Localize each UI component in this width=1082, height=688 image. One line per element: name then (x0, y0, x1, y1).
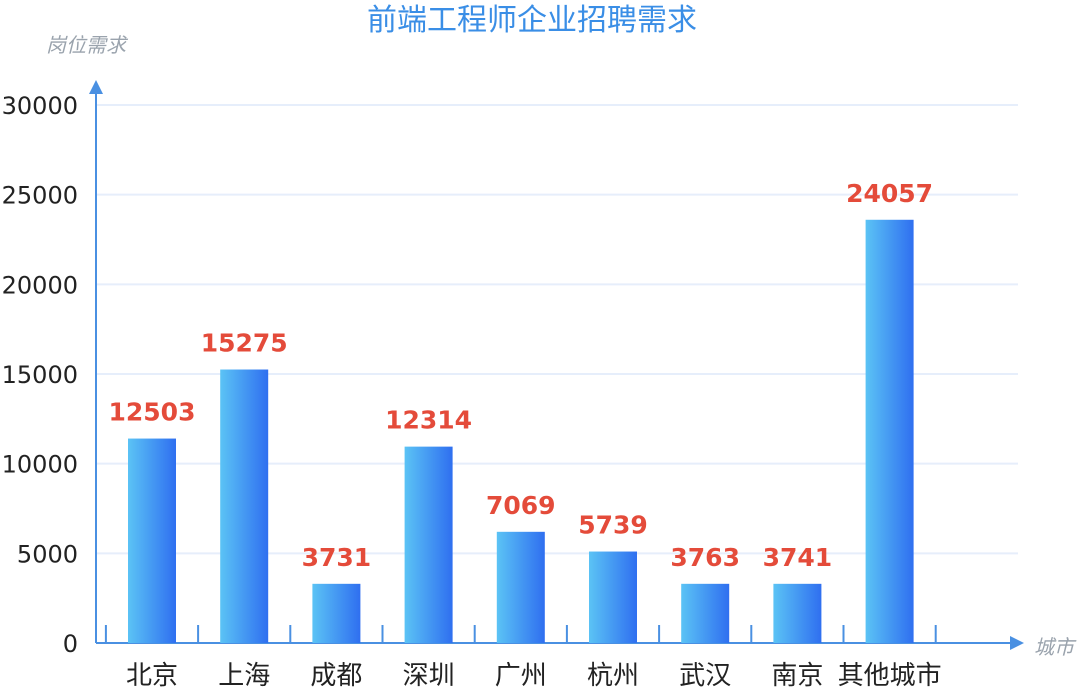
x-tick-label: 杭州 (587, 661, 639, 688)
bar (404, 446, 453, 643)
y-tick-label: 5000 (17, 540, 78, 568)
y-tick-label: 10000 (2, 451, 78, 479)
x-axis-arrow-icon (1010, 636, 1024, 650)
y-tick-label: 0 (63, 630, 78, 658)
x-tick-label: 武汉 (679, 661, 731, 688)
bars (128, 219, 914, 644)
bar (220, 369, 269, 643)
data-label: 3741 (763, 543, 833, 572)
y-axis-arrow-icon (89, 80, 103, 94)
x-tick-label: 广州 (495, 661, 547, 688)
x-tick-label: 深圳 (403, 661, 455, 688)
tick-labels: 0 5000 10000 15000 20000 25000 30000 北京 上海 成都 深圳 广州… (2, 92, 942, 688)
data-label: 3763 (670, 543, 740, 572)
x-tick-label: 南京 (771, 661, 823, 688)
bar (496, 531, 545, 643)
y-tick-label: 25000 (2, 182, 78, 210)
y-tick-label: 30000 (2, 92, 78, 120)
bar (589, 551, 637, 643)
y-tick-label: 15000 (2, 361, 78, 389)
bar (865, 219, 914, 644)
y-tick-label: 20000 (2, 271, 78, 299)
y-axis-label: 岗位需求 (46, 33, 129, 57)
data-labels: 12503 15275 3731 12314 7069 5739 3763 3741 24057 (109, 179, 934, 572)
x-axis-label: 城市 (1034, 635, 1077, 659)
x-tick-label: 成都 (310, 661, 362, 688)
data-label: 24057 (846, 179, 933, 208)
data-label: 3731 (302, 543, 372, 572)
data-label: 15275 (201, 329, 288, 358)
chart-title: 前端工程师企业招聘需求 (367, 3, 697, 38)
bar (773, 583, 822, 643)
x-tick-label: 北京 (126, 661, 178, 688)
x-tick-label: 其他城市 (838, 661, 942, 688)
data-label: 12503 (109, 398, 196, 427)
bar (312, 583, 361, 643)
x-tick-label: 上海 (218, 661, 270, 688)
bar (128, 438, 176, 643)
data-label: 7069 (486, 491, 556, 520)
data-label: 12314 (385, 406, 472, 435)
bar (681, 583, 730, 643)
data-label: 5739 (578, 511, 648, 540)
